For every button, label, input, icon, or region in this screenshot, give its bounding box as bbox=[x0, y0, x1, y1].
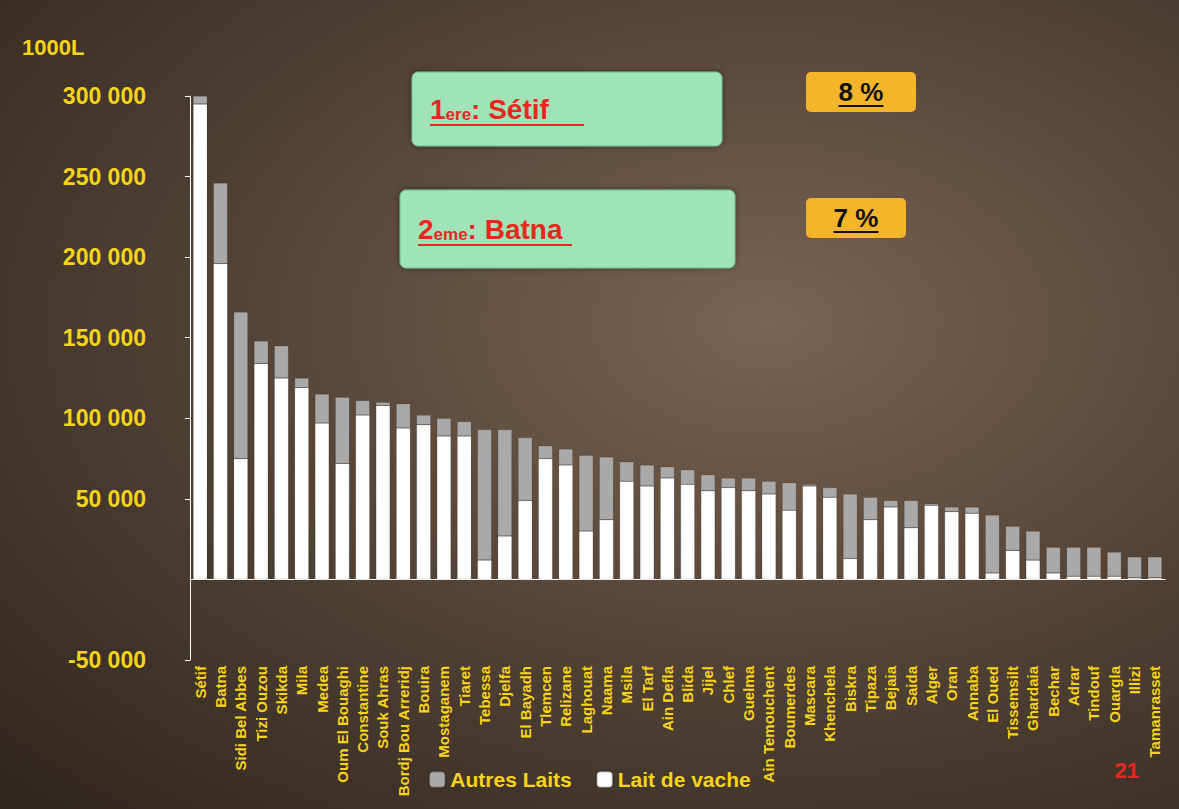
svg-text:Autres Laits: Autres Laits bbox=[450, 768, 571, 791]
svg-text:200 000: 200 000 bbox=[63, 244, 146, 270]
svg-text:Adrar: Adrar bbox=[1065, 666, 1082, 706]
svg-text:Mila: Mila bbox=[293, 665, 310, 695]
svg-text:250 000: 250 000 bbox=[63, 164, 146, 190]
svg-text:Skikda: Skikda bbox=[273, 665, 290, 714]
svg-text:Sétif: Sétif bbox=[192, 665, 209, 699]
svg-text:Bejaia: Bejaia bbox=[882, 665, 899, 710]
svg-text:Ain Defla: Ain Defla bbox=[659, 665, 676, 731]
svg-text:Tizi Ouzou: Tizi Ouzou bbox=[253, 666, 270, 742]
svg-text:Biskra: Biskra bbox=[842, 665, 859, 712]
svg-text:: Batna: : Batna bbox=[468, 214, 563, 245]
svg-text:ere: ere bbox=[446, 105, 472, 124]
svg-text:21: 21 bbox=[1115, 758, 1139, 783]
svg-text:Mostaganem: Mostaganem bbox=[435, 666, 452, 758]
svg-text:El Bayadh: El Bayadh bbox=[517, 666, 534, 739]
svg-text:Blida: Blida bbox=[679, 665, 696, 702]
svg-text:eme: eme bbox=[434, 225, 468, 244]
svg-text:Lait de vache: Lait de vache bbox=[618, 768, 751, 791]
svg-text:Annaba: Annaba bbox=[964, 665, 981, 721]
svg-text:Guelma: Guelma bbox=[740, 665, 757, 721]
svg-text:Tissemsilt: Tissemsilt bbox=[1004, 666, 1021, 739]
svg-text:: Sétif: : Sétif bbox=[471, 94, 549, 125]
svg-text:2: 2 bbox=[418, 214, 434, 245]
svg-text:Boumerdes: Boumerdes bbox=[781, 666, 798, 749]
svg-text:Bordj Bou Arreridj: Bordj Bou Arreridj bbox=[395, 666, 412, 796]
svg-text:Msila: Msila bbox=[618, 665, 635, 703]
svg-text:Ouargla: Ouargla bbox=[1106, 665, 1123, 722]
svg-text:Tipaza: Tipaza bbox=[862, 665, 879, 712]
svg-text:Laghouat: Laghouat bbox=[578, 666, 595, 734]
svg-text:Tindouf: Tindouf bbox=[1085, 665, 1102, 721]
svg-text:El Tarf: El Tarf bbox=[639, 665, 656, 712]
svg-text:Batna: Batna bbox=[212, 665, 229, 707]
svg-text:Jijel: Jijel bbox=[699, 666, 716, 695]
svg-text:Illizi: Illizi bbox=[1126, 666, 1143, 694]
svg-text:Alger: Alger bbox=[923, 666, 940, 705]
svg-text:Djelfa: Djelfa bbox=[496, 665, 513, 707]
svg-text:Naama: Naama bbox=[598, 665, 615, 715]
svg-text:50 000: 50 000 bbox=[76, 486, 146, 512]
svg-text:Chlef: Chlef bbox=[720, 665, 737, 704]
svg-text:Constantine: Constantine bbox=[354, 666, 371, 753]
svg-text:-50 000: -50 000 bbox=[68, 647, 146, 673]
svg-text:Oum El Bouaghi: Oum El Bouaghi bbox=[334, 666, 351, 783]
svg-text:Saida: Saida bbox=[903, 665, 920, 706]
svg-text:El Oued: El Oued bbox=[984, 666, 1001, 723]
svg-text:Tlemcen: Tlemcen bbox=[537, 666, 554, 727]
svg-text:Ghardaia: Ghardaia bbox=[1024, 665, 1041, 731]
svg-text:Souk Ahras: Souk Ahras bbox=[374, 666, 391, 749]
svg-text:1000L: 1000L bbox=[22, 35, 84, 60]
svg-text:Ain Temouchent: Ain Temouchent bbox=[760, 666, 777, 782]
svg-text:Tebessa: Tebessa bbox=[476, 665, 493, 725]
svg-text:1: 1 bbox=[430, 94, 446, 125]
svg-text:150 000: 150 000 bbox=[63, 325, 146, 351]
svg-text:Khenchela: Khenchela bbox=[821, 665, 838, 742]
svg-text:7 %: 7 % bbox=[834, 203, 879, 233]
svg-text:Mascara: Mascara bbox=[801, 665, 818, 726]
svg-text:8 %: 8 % bbox=[839, 77, 884, 107]
svg-text:Relizane: Relizane bbox=[557, 666, 574, 727]
svg-text:100 000: 100 000 bbox=[63, 405, 146, 431]
svg-text:Tamanrasset: Tamanrasset bbox=[1146, 666, 1163, 757]
svg-text:Bouira: Bouira bbox=[415, 665, 432, 713]
svg-text:Sidi Bel Abbes: Sidi Bel Abbes bbox=[232, 666, 249, 770]
svg-text:Bechar: Bechar bbox=[1045, 666, 1062, 717]
svg-text:Tiaret: Tiaret bbox=[456, 666, 473, 707]
svg-text:Oran: Oran bbox=[943, 666, 960, 701]
svg-text:Medea: Medea bbox=[314, 665, 331, 712]
svg-text:300 000: 300 000 bbox=[63, 83, 146, 109]
